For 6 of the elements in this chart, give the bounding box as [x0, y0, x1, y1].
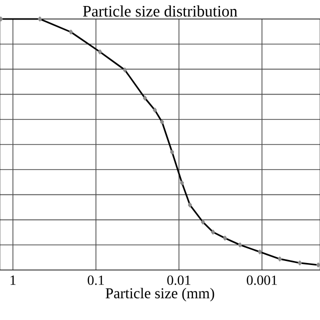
x-tick-label: 0.01 [167, 276, 190, 285]
x-axis-title: Particle size (mm) [106, 288, 214, 302]
x-tick-label: 1 [10, 276, 16, 285]
x-tick-label: 0.001 [246, 276, 277, 285]
chart-title: Particle size distribution [82, 5, 238, 17]
x-tick-label: 0.1 [88, 276, 104, 285]
